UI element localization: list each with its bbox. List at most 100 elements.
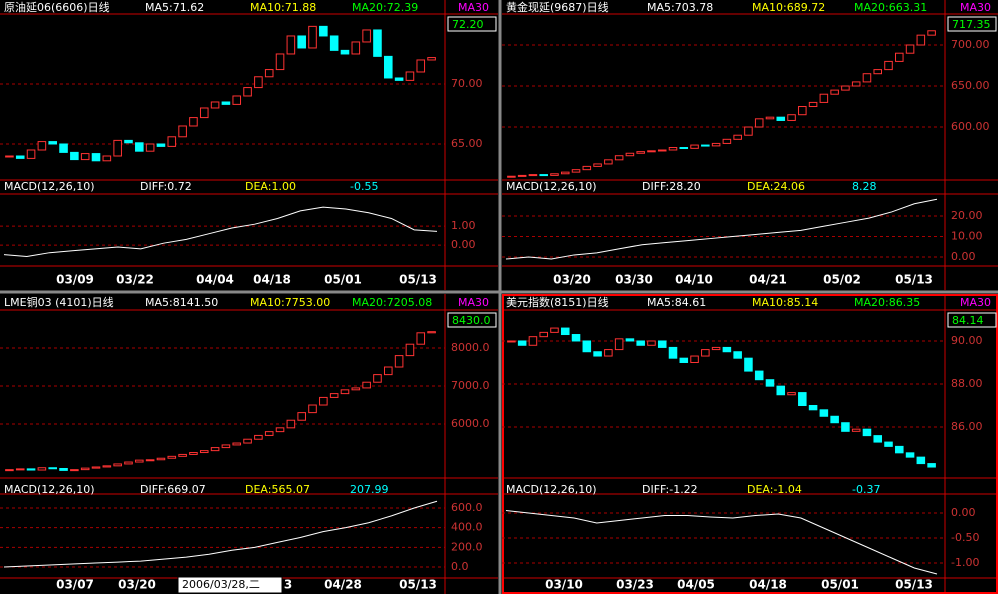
macd-diff-line: [505, 510, 938, 575]
candle: [798, 106, 807, 116]
candle: [690, 355, 699, 363]
last-price: 84.14: [952, 314, 984, 327]
candle: [679, 357, 689, 363]
candle: [517, 340, 527, 346]
candle: [102, 465, 112, 468]
header-ma5: MA5:703.78: [647, 1, 713, 14]
candle: [636, 340, 645, 346]
macd-title: MACD(12,26,10): [4, 483, 95, 496]
candle: [571, 169, 581, 173]
panel: 美元指数(8151)日线 MA5:84.61 MA10:85.14 MA20:86.3…: [502, 294, 998, 594]
candle: [178, 125, 187, 138]
macd-diff-label: DIFF:-1.22: [642, 483, 698, 496]
candle: [373, 29, 382, 57]
candle: [560, 171, 570, 175]
candle: [808, 101, 818, 108]
candle: [232, 442, 242, 446]
candle: [189, 452, 198, 455]
candle: [614, 338, 624, 351]
candle: [243, 438, 252, 444]
macd-diff-label: DIFF:0.72: [140, 180, 192, 193]
candle: [199, 450, 209, 454]
candle: [113, 463, 122, 467]
candle: [614, 155, 624, 161]
candle: [604, 159, 613, 165]
candle: [679, 147, 689, 150]
candle: [221, 444, 231, 449]
candle: [26, 468, 36, 471]
x-label: 05/01: [324, 273, 362, 287]
y-tick-label: 10.00: [951, 230, 983, 243]
candle: [91, 466, 101, 469]
macd-title: MACD(12,26,10): [506, 483, 597, 496]
y-tick-label: 70.00: [451, 77, 483, 90]
candle: [178, 453, 187, 457]
candle: [819, 409, 829, 417]
x-label: 04/05: [677, 578, 715, 592]
candle: [604, 349, 613, 357]
x-label: 04/18: [253, 273, 291, 287]
candle: [873, 435, 883, 443]
candle: [135, 459, 144, 463]
x-label: 03/10: [545, 578, 583, 592]
panel: LME铜03 (4101)日线 MA5:8141.50 MA10:7753.00 MA…: [0, 294, 498, 594]
x-label: 05/13: [399, 273, 437, 287]
y-tick-label: 200.0: [451, 540, 483, 553]
x-label: 05/13: [895, 273, 933, 287]
candle: [668, 346, 678, 359]
candle: [722, 138, 732, 144]
candle: [80, 467, 90, 471]
y-tick-label: -0.50: [951, 531, 979, 544]
macd-diff-line: [505, 198, 938, 260]
candle: [362, 29, 371, 43]
header-ma20: MA20:86.35: [854, 296, 920, 309]
x-label: 03/30: [615, 273, 653, 287]
candle: [851, 81, 861, 87]
candle: [59, 467, 68, 471]
candle: [754, 118, 764, 128]
candle: [243, 87, 252, 97]
macd-value-label: -0.37: [852, 483, 880, 496]
candle: [754, 370, 764, 381]
candle: [124, 139, 133, 144]
header-ma20: MA20:72.39: [352, 1, 418, 14]
macd-diff-line: [3, 206, 438, 257]
candle: [593, 163, 602, 167]
macd-title: MACD(12,26,10): [506, 180, 597, 193]
candle: [582, 340, 592, 353]
candle: [636, 151, 645, 154]
candle: [167, 455, 177, 459]
candle: [560, 327, 570, 336]
tooltip: 2006/03/28,二: [182, 578, 260, 591]
candle: [91, 153, 101, 162]
candle: [210, 101, 220, 109]
x-label: 03/20: [553, 273, 591, 287]
candle: [927, 463, 936, 468]
panel: 黄金现延(9687)日线 MA5:703.78 MA10:689.72 MA20:66…: [502, 0, 998, 290]
candle: [841, 422, 850, 432]
header-title: 黄金现延(9687)日线: [506, 0, 609, 14]
macd-diff-label: DIFF:28.20: [642, 180, 701, 193]
candle: [297, 412, 306, 421]
macd-value-label: -0.55: [350, 180, 378, 193]
macd-dea-label: DEA:565.07: [245, 483, 310, 496]
candle: [254, 76, 263, 89]
header-title: LME铜03 (4101)日线: [4, 295, 114, 309]
candle: [135, 142, 144, 152]
header-ma30: MA30: [960, 296, 991, 309]
y-tick-label: 7000.0: [451, 379, 490, 392]
candle: [668, 147, 678, 151]
candle: [145, 143, 155, 152]
candle: [744, 126, 753, 136]
candle: [70, 469, 79, 472]
y-tick-label: 600.00: [951, 120, 990, 133]
y-tick-label: 650.00: [951, 79, 990, 92]
macd-dea-label: DEA:1.00: [245, 180, 296, 193]
candle: [873, 69, 883, 75]
candle: [528, 336, 538, 346]
macd-dea-label: DEA:24.06: [747, 180, 805, 193]
y-tick-label: 65.00: [451, 137, 483, 150]
candle: [308, 404, 317, 414]
x-label: 03/20: [118, 578, 156, 592]
